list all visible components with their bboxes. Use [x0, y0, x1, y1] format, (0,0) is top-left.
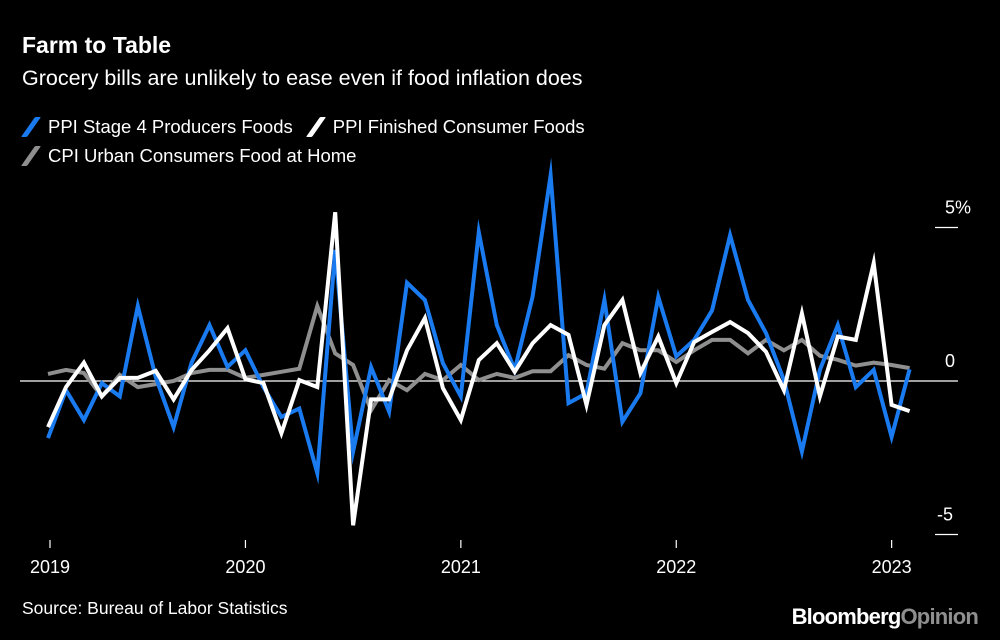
- x-tick-label: 2020: [225, 557, 265, 577]
- y-tick-label: 5%: [945, 198, 971, 218]
- chart-title: Farm to Table: [22, 32, 172, 58]
- source-note: Source: Bureau of Labor Statistics: [22, 598, 288, 618]
- x-tick-label: 2023: [872, 557, 912, 577]
- legend-row-1: PPI Stage 4 Producers Foods PPI Finished…: [20, 116, 599, 138]
- legend-item-cpi: CPI Urban Consumers Food at Home: [20, 145, 357, 167]
- legend-row-2: CPI Urban Consumers Food at Home: [20, 145, 370, 167]
- series-line-ppi-stage-4-producers-foods: [46, 157, 912, 485]
- series-line-ppi-finished-consumer-foods: [46, 211, 911, 526]
- legend-item-ppi-finished: PPI Finished Consumer Foods: [305, 116, 585, 138]
- chart-subtitle: Grocery bills are unlikely to ease even …: [22, 66, 583, 90]
- x-tick-label: 2021: [441, 557, 481, 577]
- legend-label: PPI Finished Consumer Foods: [332, 116, 585, 137]
- y-tick-label: -5: [937, 505, 953, 525]
- bloomberg-opinion-logo: BloombergOpinion: [791, 604, 979, 629]
- y-tick-label: 0: [945, 351, 955, 371]
- x-tick-label: 2019: [30, 557, 70, 577]
- legend-item-ppi-stage4: PPI Stage 4 Producers Foods: [20, 116, 293, 138]
- x-tick-label: 2022: [656, 557, 696, 577]
- legend-label: PPI Stage 4 Producers Foods: [48, 116, 293, 137]
- legend-label: CPI Urban Consumers Food at Home: [48, 145, 357, 166]
